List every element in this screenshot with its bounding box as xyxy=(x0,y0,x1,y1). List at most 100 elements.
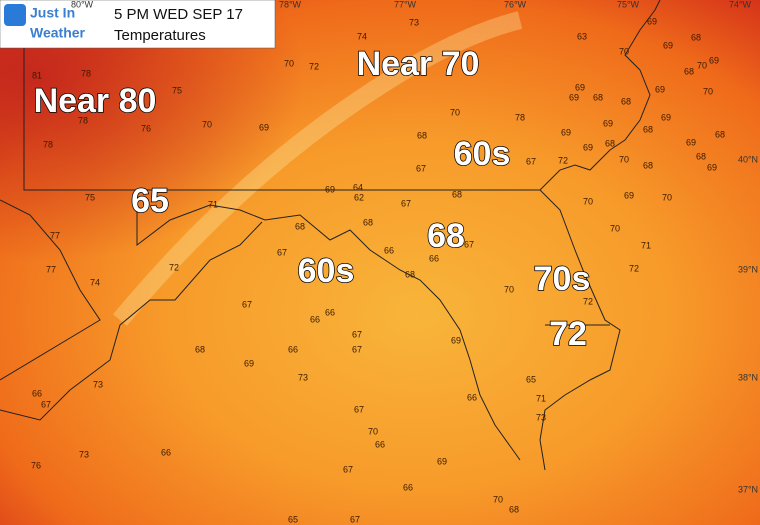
station-temp: 75 xyxy=(172,85,182,95)
station-temp: 78 xyxy=(43,139,53,149)
logo-text: Weather xyxy=(30,25,86,41)
station-temp: 66 xyxy=(325,307,335,317)
region-label: 65 xyxy=(131,182,169,220)
grid-label: 74°W xyxy=(729,0,752,9)
station-temp: 67 xyxy=(464,239,474,249)
station-temp: 66 xyxy=(310,314,320,324)
station-temp: 69 xyxy=(624,190,634,200)
station-temp: 68 xyxy=(405,269,415,279)
station-temp: 68 xyxy=(684,66,694,76)
logo-icon xyxy=(4,4,26,26)
station-temp: 69 xyxy=(709,55,719,65)
station-temp: 67 xyxy=(242,299,252,309)
station-temp: 72 xyxy=(309,61,319,71)
station-temp: 68 xyxy=(452,189,462,199)
station-temp: 70 xyxy=(202,119,212,129)
station-temp: 70 xyxy=(284,58,294,68)
station-temp: 69 xyxy=(663,40,673,50)
station-temp: 68 xyxy=(691,32,701,42)
station-temp: 74 xyxy=(90,277,100,287)
station-temp: 66 xyxy=(161,447,171,457)
region-label: Near 70 xyxy=(357,45,480,83)
station-temp: 71 xyxy=(536,393,546,403)
station-temp: 69 xyxy=(647,16,657,26)
region-label: 68 xyxy=(427,217,465,255)
station-temp: 77 xyxy=(46,264,56,274)
station-temp: 70 xyxy=(662,192,672,202)
station-temp: 68 xyxy=(696,151,706,161)
station-temp: 69 xyxy=(686,137,696,147)
station-temp: 73 xyxy=(93,379,103,389)
station-temp: 73 xyxy=(298,372,308,382)
station-temp: 66 xyxy=(375,439,385,449)
station-temp: 67 xyxy=(41,399,51,409)
borders xyxy=(0,0,661,471)
station-temp: 69 xyxy=(569,92,579,102)
station-temp: 73 xyxy=(409,17,419,27)
station-temp: 81 xyxy=(32,70,42,80)
station-temp: 70 xyxy=(619,154,629,164)
grid-label: 80°W xyxy=(71,0,94,9)
grid-label: 39°N xyxy=(738,264,758,274)
station-temp: 68 xyxy=(593,92,603,102)
station-temp: 78 xyxy=(78,115,88,125)
station-temp: 66 xyxy=(403,482,413,492)
station-temp: 69 xyxy=(583,142,593,152)
station-temp: 68 xyxy=(621,96,631,106)
station-temp: 69 xyxy=(655,84,665,94)
station-temp: 69 xyxy=(325,184,335,194)
station-temp: 62 xyxy=(354,192,364,202)
station-temp: 72 xyxy=(583,296,593,306)
region-label: 60s xyxy=(454,135,511,173)
grid-label: 76°W xyxy=(504,0,527,9)
map-title: 5 PM WED SEP 17 xyxy=(114,6,243,23)
station-temp: 70 xyxy=(450,107,460,117)
grid-label: 40°N xyxy=(738,154,758,164)
station-temp: 70 xyxy=(697,60,707,70)
station-temp: 71 xyxy=(641,240,651,250)
station-temp: 72 xyxy=(558,155,568,165)
station-temp: 68 xyxy=(295,221,305,231)
header-box xyxy=(0,0,276,49)
station-temp: 76 xyxy=(141,123,151,133)
station-temp: 69 xyxy=(661,112,671,122)
station-temp: 67 xyxy=(343,464,353,474)
station-temp: 78 xyxy=(515,112,525,122)
grid-label: 77°W xyxy=(394,0,417,9)
station-temp: 70 xyxy=(493,494,503,504)
station-temp: 69 xyxy=(561,127,571,137)
station-temp: 66 xyxy=(467,392,477,402)
station-temp: 73 xyxy=(536,412,546,422)
station-temp: 68 xyxy=(643,124,653,134)
station-temp: 75 xyxy=(85,192,95,202)
cool-ridge xyxy=(113,11,523,326)
grid-label: 38°N xyxy=(738,372,758,382)
station-temp: 76 xyxy=(31,460,41,470)
station-temp: 69 xyxy=(259,122,269,132)
logo-text: Just In xyxy=(30,5,75,21)
station-temp: 72 xyxy=(169,262,179,272)
grid-label: 37°N xyxy=(738,484,758,494)
region-label: Near 80 xyxy=(34,82,157,120)
station-temp: 68 xyxy=(509,504,519,514)
station-temp: 77 xyxy=(50,230,60,240)
station-temp: 67 xyxy=(416,163,426,173)
station-temp: 71 xyxy=(208,199,218,209)
station-temp: 70 xyxy=(619,46,629,56)
map-subtitle: Temperatures xyxy=(114,27,206,44)
station-temp: 63 xyxy=(577,31,587,41)
station-temp: 78 xyxy=(81,68,91,78)
station-temp: 70 xyxy=(610,223,620,233)
station-temp: 70 xyxy=(368,426,378,436)
station-temp: 68 xyxy=(417,130,427,140)
station-temp: 66 xyxy=(288,344,298,354)
station-temp: 69 xyxy=(707,162,717,172)
station-temp: 69 xyxy=(603,118,613,128)
station-temp: 69 xyxy=(437,456,447,466)
station-temp: 66 xyxy=(384,245,394,255)
station-temp: 70 xyxy=(583,196,593,206)
station-temp: 66 xyxy=(32,388,42,398)
